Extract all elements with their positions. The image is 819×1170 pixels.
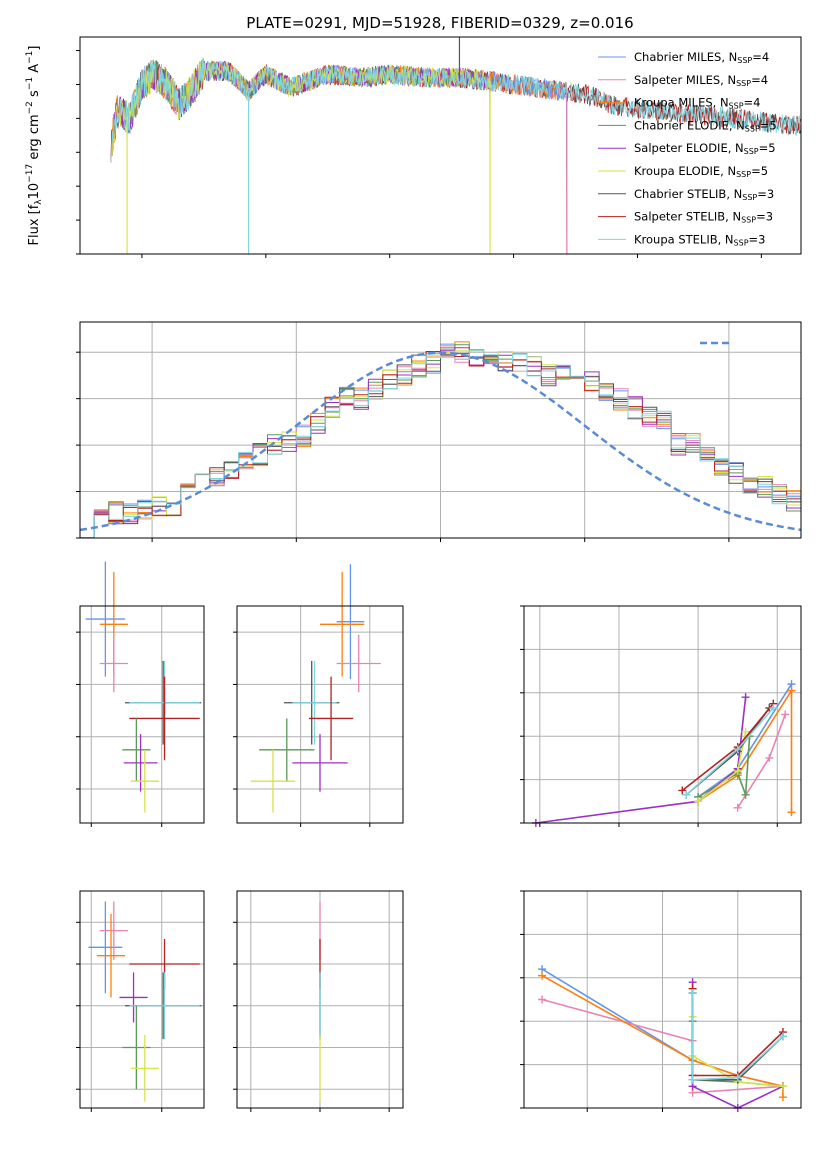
legend-tail: =5 bbox=[759, 141, 776, 155]
weight-marker-kroupa_stelib bbox=[688, 1075, 697, 1084]
legend-tail: =4 bbox=[751, 73, 768, 87]
weight-line-kroupa_miles bbox=[697, 687, 793, 813]
weight-marker-salpeter_stelib bbox=[678, 786, 687, 795]
legend-tail: =3 bbox=[757, 187, 774, 201]
legend-sub: SSP bbox=[745, 124, 760, 133]
weight-marker-chabrier_elodie bbox=[741, 790, 750, 799]
legend-entry: Chabrier ELODIE, NSSP=5 bbox=[634, 118, 777, 133]
weight-marker-kroupa_miles bbox=[787, 686, 796, 695]
plot-frame bbox=[236, 890, 404, 1109]
weight-marker-kroupa_stelib bbox=[769, 703, 778, 712]
weight-marker-kroupa_stelib bbox=[688, 988, 697, 997]
weight-marker-salpeter_miles bbox=[538, 995, 547, 1004]
weight-marker-salpeter_miles bbox=[765, 753, 774, 762]
legend-sub: SSP bbox=[729, 102, 744, 111]
legend-base: Kroupa ELODIE, N bbox=[634, 164, 736, 178]
weight-line-salpeter_elodie bbox=[535, 697, 747, 824]
legend-tail: =4 bbox=[752, 50, 769, 64]
weight-marker-kroupa_miles bbox=[778, 1093, 787, 1102]
legend-entry: Chabrier STELIB, NSSP=3 bbox=[634, 187, 774, 202]
legend-sub: SSP bbox=[741, 216, 756, 225]
legend-sub: SSP bbox=[742, 193, 757, 202]
weight-marker-kroupa_stelib bbox=[778, 1032, 787, 1041]
histogram-kroupa_stelib bbox=[79, 350, 802, 539]
legend-entry: Salpeter STELIB, NSSP=3 bbox=[634, 210, 773, 225]
legend-entry: Kroupa ELODIE, NSSP=5 bbox=[634, 164, 768, 179]
chart-title: PLATE=0291, MJD=51928, FIBERID=0329, z=0… bbox=[246, 14, 633, 32]
legend-entry: Kroupa STELIB, NSSP=3 bbox=[634, 232, 765, 247]
plot-frame bbox=[79, 605, 205, 824]
weight-marker-salpeter_elodie bbox=[741, 693, 750, 702]
legend-base: Chabrier MILES, N bbox=[634, 50, 737, 64]
weight-marker-kroupa_stelib bbox=[733, 745, 742, 754]
plot-frame bbox=[523, 605, 802, 824]
legend-tail: =5 bbox=[760, 118, 777, 132]
legend-base: Kroupa STELIB, N bbox=[634, 232, 734, 246]
weight-marker-kroupa_elodie bbox=[778, 1082, 787, 1091]
spectrum-line-kroupa_stelib bbox=[110, 58, 801, 163]
plot-frame bbox=[79, 36, 802, 255]
weight-marker-kroupa_elodie bbox=[741, 727, 750, 736]
weight-marker-kroupa_miles bbox=[787, 808, 796, 817]
legend-base: Salpeter ELODIE, N bbox=[634, 141, 744, 155]
legend-base: Salpeter STELIB, N bbox=[634, 210, 741, 224]
plot-frame bbox=[523, 890, 802, 1109]
plot-frame bbox=[236, 605, 404, 824]
legend-entry: Kroupa MILES, NSSP=4 bbox=[634, 96, 760, 111]
legend-sub: SSP bbox=[736, 170, 751, 179]
legend-base: Salpeter MILES, N bbox=[634, 73, 736, 87]
weight-marker-kroupa_stelib bbox=[733, 1073, 742, 1082]
legend-entry: Chabrier MILES, NSSP=4 bbox=[634, 50, 769, 65]
y-axis-label: Flux [fλ10−17 erg cm−2 s−1 A−1] bbox=[25, 46, 44, 246]
weight-marker-kroupa_stelib bbox=[682, 790, 691, 799]
normal-curve bbox=[79, 351, 802, 532]
plot-frame bbox=[79, 890, 205, 1109]
legend-sub: SSP bbox=[737, 56, 752, 65]
weight-marker-kroupa_elodie bbox=[733, 766, 742, 775]
legend-sub: SSP bbox=[736, 79, 751, 88]
legend-entry: Salpeter ELODIE, NSSP=5 bbox=[634, 141, 776, 156]
legend-tail: =5 bbox=[751, 164, 768, 178]
legend-tail: =3 bbox=[749, 232, 766, 246]
legend-base: Chabrier ELODIE, N bbox=[634, 118, 745, 132]
weight-marker-salpeter_miles bbox=[781, 710, 790, 719]
weight-marker-kroupa_elodie bbox=[694, 797, 703, 806]
legend-tail: =3 bbox=[756, 210, 773, 224]
legend-base: Kroupa MILES, N bbox=[634, 96, 729, 110]
legend-base: Chabrier STELIB, N bbox=[634, 187, 742, 201]
weight-marker-kroupa_miles bbox=[538, 971, 547, 980]
legend-entry: Salpeter MILES, NSSP=4 bbox=[634, 73, 768, 88]
legend-tail: =4 bbox=[744, 96, 761, 110]
legend-sub: SSP bbox=[734, 238, 749, 247]
weight-line-kroupa_elodie bbox=[697, 731, 747, 802]
plot-frame bbox=[79, 321, 802, 539]
legend-sub: SSP bbox=[744, 147, 759, 156]
weight-marker-salpeter_miles bbox=[733, 803, 742, 812]
weight-line-kroupa_stelib bbox=[691, 993, 784, 1081]
